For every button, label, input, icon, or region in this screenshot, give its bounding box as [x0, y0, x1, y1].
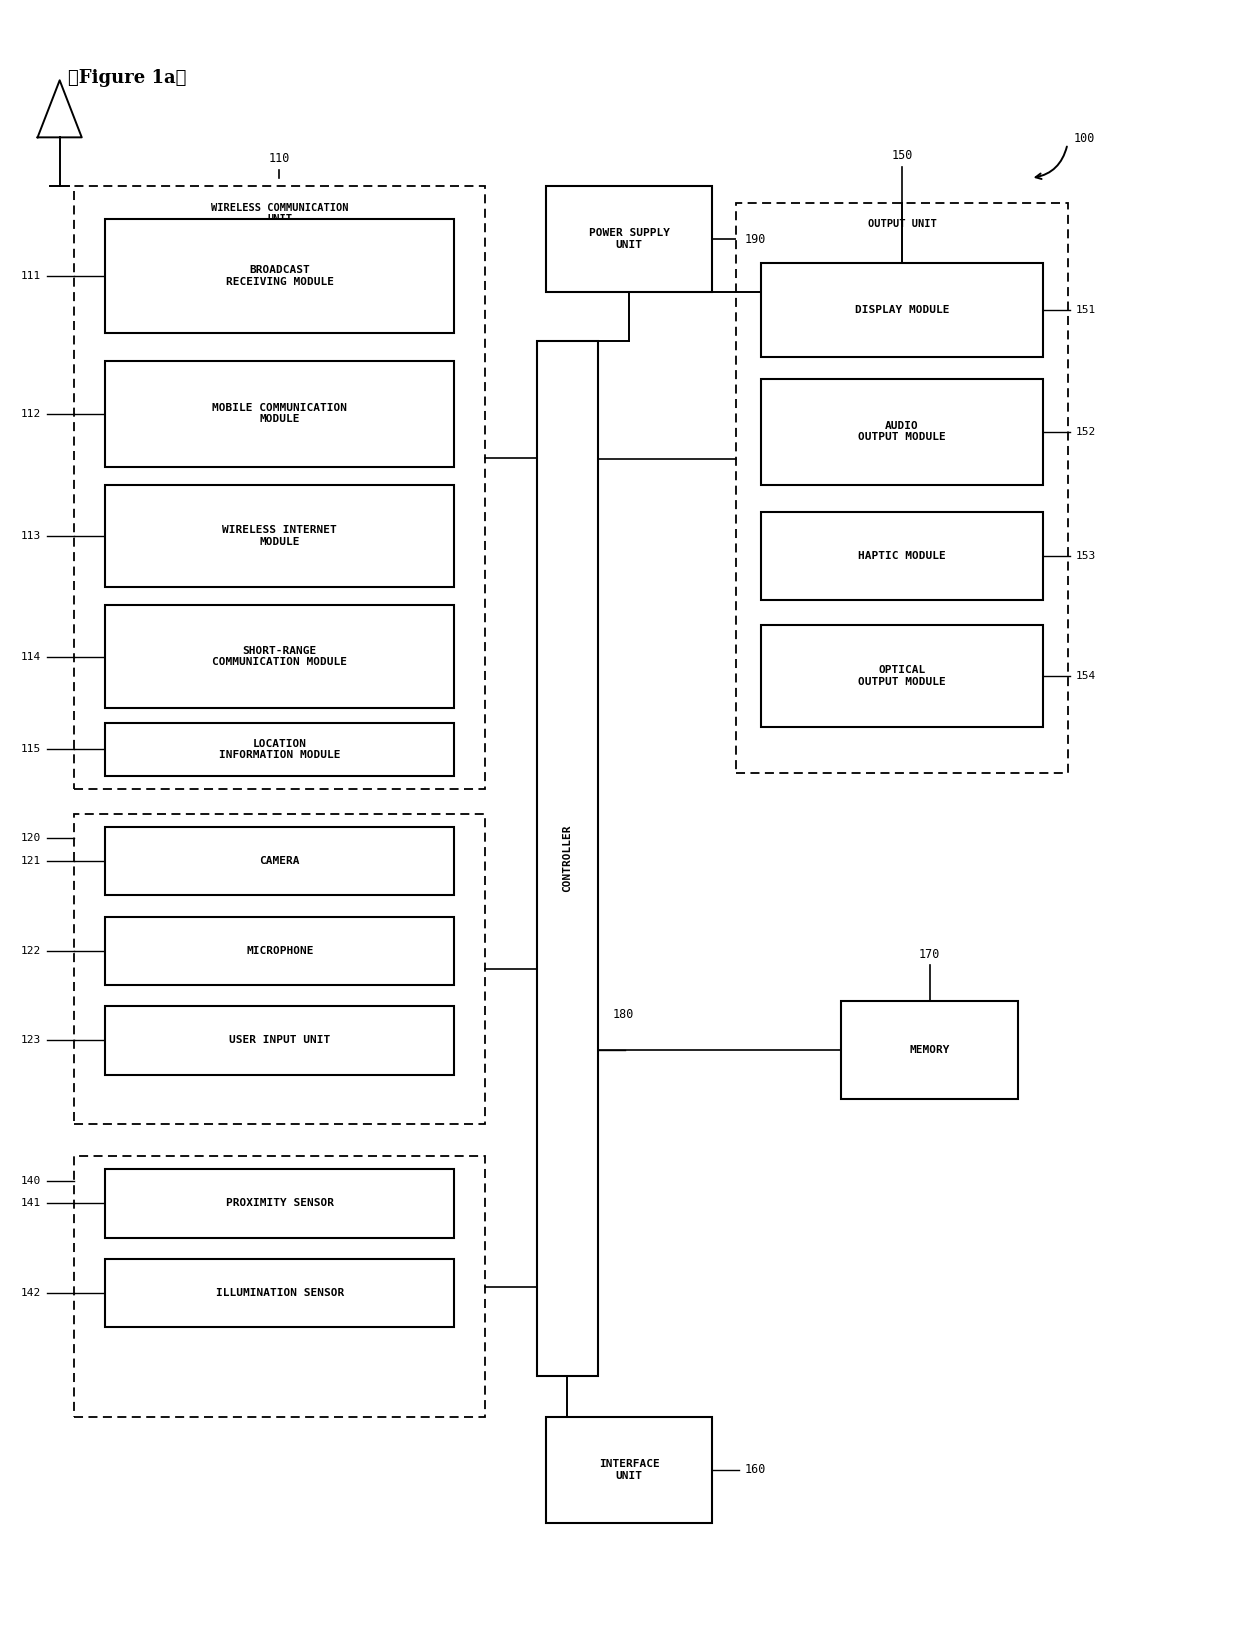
- FancyBboxPatch shape: [105, 827, 455, 896]
- Text: 114: 114: [21, 651, 41, 661]
- FancyBboxPatch shape: [105, 723, 455, 776]
- FancyBboxPatch shape: [105, 917, 455, 985]
- Text: ILLUMINATION SENSOR: ILLUMINATION SENSOR: [216, 1289, 343, 1299]
- Text: CONTROLLER: CONTROLLER: [562, 825, 573, 893]
- Text: BROADCAST
RECEIVING MODULE: BROADCAST RECEIVING MODULE: [226, 265, 334, 286]
- Text: OUTPUT UNIT: OUTPUT UNIT: [868, 219, 936, 229]
- FancyBboxPatch shape: [74, 1156, 485, 1417]
- Text: WIRELESS INTERNET
MODULE: WIRELESS INTERNET MODULE: [222, 524, 337, 547]
- Text: DISPLAY MODULE: DISPLAY MODULE: [854, 306, 950, 316]
- Text: 152: 152: [1076, 426, 1096, 437]
- Text: MOBILE COMMUNICATION
MODULE: MOBILE COMMUNICATION MODULE: [212, 403, 347, 424]
- Text: 170: 170: [919, 947, 940, 960]
- Text: SHORT-RANGE
COMMUNICATION MODULE: SHORT-RANGE COMMUNICATION MODULE: [212, 646, 347, 667]
- Text: 113: 113: [21, 531, 41, 541]
- Text: 154: 154: [1076, 671, 1096, 681]
- Text: 123: 123: [21, 1036, 41, 1046]
- FancyBboxPatch shape: [74, 186, 485, 789]
- FancyBboxPatch shape: [105, 1259, 455, 1327]
- FancyBboxPatch shape: [105, 360, 455, 467]
- Text: 153: 153: [1076, 551, 1096, 561]
- FancyBboxPatch shape: [105, 219, 455, 334]
- Text: 122: 122: [21, 945, 41, 955]
- Text: INPUT UNIT: INPUT UNIT: [248, 830, 311, 840]
- Text: POWER SUPPLY
UNIT: POWER SUPPLY UNIT: [589, 229, 670, 250]
- Text: SENSING UNIT: SENSING UNIT: [242, 1172, 317, 1182]
- Text: INTERFACE
UNIT: INTERFACE UNIT: [599, 1460, 660, 1481]
- Text: 141: 141: [21, 1198, 41, 1208]
- FancyBboxPatch shape: [105, 605, 455, 709]
- FancyBboxPatch shape: [841, 1001, 1018, 1100]
- Text: MICROPHONE: MICROPHONE: [246, 945, 314, 955]
- Text: 110: 110: [268, 151, 290, 164]
- Text: WIRELESS COMMUNICATION
UNIT: WIRELESS COMMUNICATION UNIT: [211, 202, 348, 224]
- Text: AUDIO
OUTPUT MODULE: AUDIO OUTPUT MODULE: [858, 421, 946, 442]
- Text: 111: 111: [21, 271, 41, 281]
- FancyBboxPatch shape: [737, 202, 1068, 773]
- Text: USER INPUT UNIT: USER INPUT UNIT: [229, 1036, 330, 1046]
- FancyBboxPatch shape: [105, 1169, 455, 1238]
- Text: HAPTIC MODULE: HAPTIC MODULE: [858, 551, 946, 561]
- FancyBboxPatch shape: [761, 625, 1043, 727]
- Text: LOCATION
INFORMATION MODULE: LOCATION INFORMATION MODULE: [219, 738, 341, 760]
- Text: PROXIMITY SENSOR: PROXIMITY SENSOR: [226, 1198, 334, 1208]
- Text: 115: 115: [21, 745, 41, 755]
- FancyBboxPatch shape: [105, 485, 455, 587]
- FancyBboxPatch shape: [761, 378, 1043, 485]
- Text: 120: 120: [21, 834, 41, 843]
- FancyBboxPatch shape: [761, 263, 1043, 357]
- Text: 142: 142: [21, 1289, 41, 1299]
- Text: 190: 190: [745, 233, 766, 245]
- Text: 150: 150: [892, 150, 913, 161]
- Text: 151: 151: [1076, 306, 1096, 316]
- FancyBboxPatch shape: [547, 1417, 712, 1522]
- Text: CAMERA: CAMERA: [259, 857, 300, 866]
- Text: MEMORY: MEMORY: [909, 1046, 950, 1055]
- FancyBboxPatch shape: [105, 1006, 455, 1075]
- Text: OPTICAL
OUTPUT MODULE: OPTICAL OUTPUT MODULE: [858, 666, 946, 687]
- Text: 160: 160: [745, 1463, 766, 1476]
- Text: 121: 121: [21, 857, 41, 866]
- FancyBboxPatch shape: [74, 814, 485, 1123]
- FancyBboxPatch shape: [537, 340, 598, 1376]
- Text: 【Figure 1a】: 【Figure 1a】: [68, 69, 187, 87]
- Text: 112: 112: [21, 409, 41, 419]
- Text: 180: 180: [613, 1008, 634, 1021]
- Text: 140: 140: [21, 1175, 41, 1185]
- FancyBboxPatch shape: [547, 186, 712, 293]
- FancyBboxPatch shape: [761, 513, 1043, 600]
- Text: 100: 100: [1074, 133, 1095, 145]
